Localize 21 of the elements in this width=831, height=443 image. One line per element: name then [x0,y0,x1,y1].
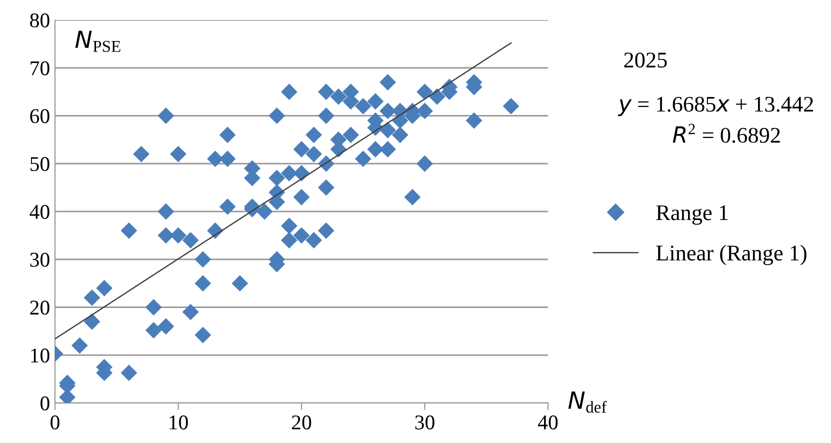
y-tick-label: 80 [30,13,50,28]
legend-label: Range 1 [656,205,728,225]
legend-label: Linear (Range 1) [656,244,806,266]
text: y = 1.6685x + 13.442 [618,96,813,116]
y-tick-label: 60 [30,109,50,124]
y-tick-label: 30 [30,252,50,267]
y-tick-label: 70 [30,61,50,76]
y-tick-label: 0 [40,396,50,410]
x-tick-label: 40 [538,415,558,430]
y-tick-label: 10 [31,348,50,363]
y-tick-label: 20 [30,300,50,315]
y-axis-title: N$_{PSE}$ [75,30,120,52]
text: 2025 [624,52,667,68]
x-tick-label: 0 [50,415,60,430]
x-tick-label: 20 [292,415,312,430]
y-tick-label: 40 [30,204,50,219]
x-tick-label: 10 [170,415,188,430]
text: R$^{2}$ = 0.6892 [672,124,780,143]
x-tick-label: 30 [415,415,434,430]
x-axis-title: N$_{def}$ [568,391,607,413]
y-tick-label: 50 [30,157,50,172]
